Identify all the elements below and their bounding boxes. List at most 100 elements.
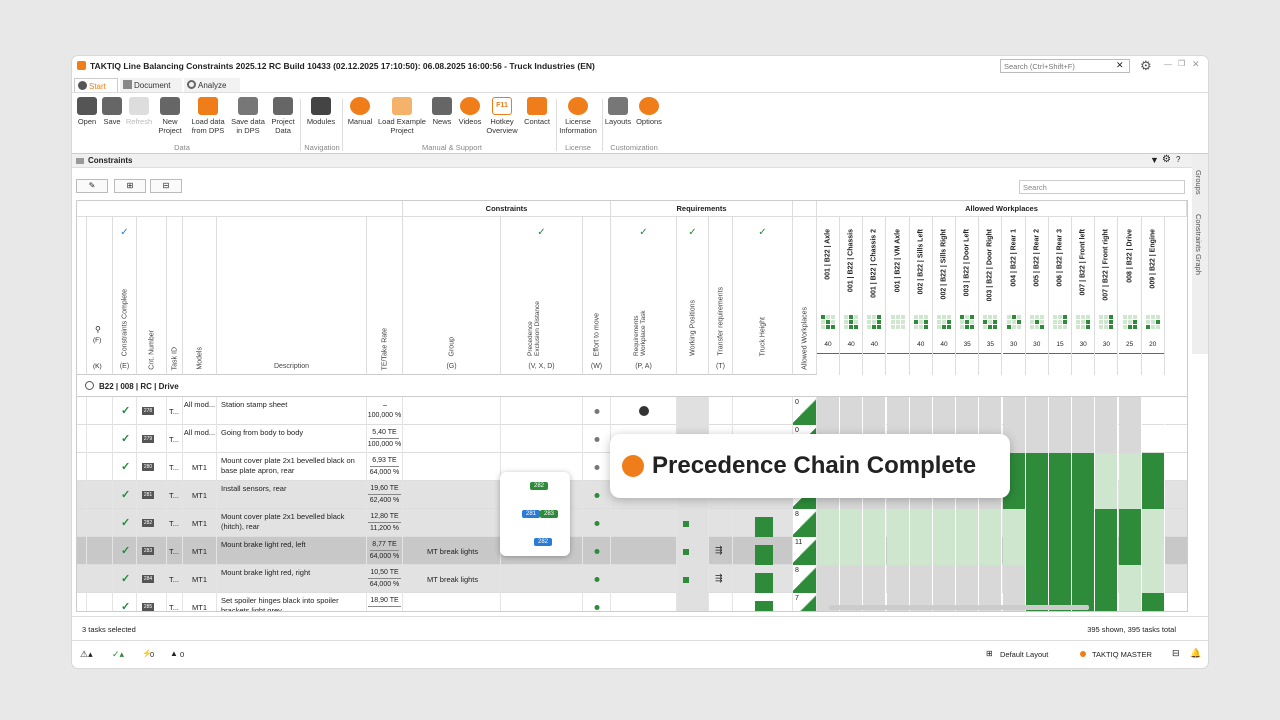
workplace-header[interactable]: 008 | B22 | Drive 25	[1118, 217, 1142, 375]
workplace-header[interactable]: 001 | B22 | Chassis 40	[840, 217, 864, 375]
workplace-cell[interactable]	[979, 509, 1003, 537]
workplace-cell[interactable]	[1141, 593, 1165, 611]
row-flags[interactable]	[87, 481, 113, 509]
table-row[interactable]: ✓ 283 T... MT1 Mount brake light red, left 8,…	[77, 537, 1187, 565]
col-f-k[interactable]: ⚲ (F) (K)	[87, 217, 113, 375]
row-indicator[interactable]	[77, 509, 87, 537]
workplace-header[interactable]: 007 | B22 | Front left 30	[1072, 217, 1096, 375]
tab-analyze[interactable]: Analyze	[184, 78, 240, 92]
description-cell[interactable]: Set spoiler hinges black into spoiler br…	[217, 593, 367, 611]
effort-cell[interactable]	[583, 481, 611, 509]
workplace-cell[interactable]	[909, 565, 933, 593]
constraints-complete-cell[interactable]: ✓	[113, 565, 137, 593]
workplace-cell[interactable]	[886, 537, 910, 565]
group-cell[interactable]	[403, 425, 501, 453]
effort-cell[interactable]	[583, 425, 611, 453]
truck-height-cell[interactable]	[733, 509, 793, 537]
te-rate-cell[interactable]: 5,40 TE 100,000 %	[367, 425, 403, 453]
workplace-cell[interactable]	[1118, 537, 1142, 565]
workplace-cell[interactable]	[933, 537, 956, 565]
workplace-cell[interactable]	[1025, 453, 1049, 481]
row-flags[interactable]	[87, 453, 113, 481]
description-cell[interactable]: Mount cover plate 2x1 bevelled black on …	[217, 453, 367, 481]
precedence-cell[interactable]	[501, 537, 583, 565]
workplace-cell[interactable]	[1049, 509, 1072, 537]
workplace-cell[interactable]	[1002, 537, 1026, 565]
hotkey-button[interactable]: F11 Hotkey Overview	[484, 97, 520, 135]
workplace-cell[interactable]	[817, 397, 840, 425]
description-cell[interactable]: Going from body to body	[217, 425, 367, 453]
workplace-cell[interactable]	[1049, 453, 1072, 481]
working-positions-cell[interactable]	[677, 593, 709, 611]
row-flags[interactable]	[87, 425, 113, 453]
workplace-cell[interactable]	[1118, 425, 1142, 453]
workplace-cell[interactable]	[817, 509, 840, 537]
tab-start[interactable]: Start	[74, 78, 118, 92]
transfer-cell[interactable]	[709, 509, 733, 537]
te-rate-cell[interactable]: 18,90 TE	[367, 593, 403, 611]
license-button[interactable]: License Information	[558, 97, 598, 135]
te-rate-cell[interactable]: 8,77 TE 64,000 %	[367, 537, 403, 565]
col-description[interactable]: Description	[217, 217, 367, 375]
col-precedence[interactable]: ✓ Precedence Exclusion Distance (V, X, D)	[501, 217, 583, 375]
workplace-header[interactable]: 003 | B22 | Door Left 35	[956, 217, 980, 375]
workplace-cell[interactable]	[1072, 397, 1096, 425]
group-cell[interactable]: MT break lights	[403, 565, 501, 593]
check-status-icon[interactable]: ✓▴	[112, 649, 125, 659]
workplace-cell[interactable]	[863, 509, 887, 537]
workplace-header[interactable]: 003 | B22 | Door Right 35	[979, 217, 1003, 375]
contact-button[interactable]: Contact	[522, 97, 552, 126]
workplace-cell[interactable]	[1095, 509, 1119, 537]
workplace-cell[interactable]	[1002, 509, 1026, 537]
workplace-cell[interactable]	[1118, 509, 1142, 537]
restore-icon[interactable]: ❐	[1178, 59, 1186, 68]
precedence-cell[interactable]	[501, 397, 583, 425]
allowed-wp-cell[interactable]: 0	[793, 397, 817, 425]
working-positions-cell[interactable]	[677, 537, 709, 565]
refresh-button[interactable]: Refresh	[125, 97, 153, 126]
complete-action-button[interactable]: ✎	[76, 179, 108, 193]
workplace-cell[interactable]	[1025, 425, 1049, 453]
group-cell[interactable]	[403, 453, 501, 481]
user-name[interactable]: TAKTIQ MASTER	[1092, 650, 1152, 659]
workplace-cell[interactable]	[840, 397, 864, 425]
truck-height-cell[interactable]	[733, 565, 793, 593]
workplace-header[interactable]: 001 | B22 | Chassis 2 40	[863, 217, 887, 375]
row-indicator[interactable]	[77, 537, 87, 565]
workplace-cell[interactable]	[1072, 565, 1096, 593]
workplace-cell[interactable]	[1095, 425, 1119, 453]
precedence-cell[interactable]	[501, 565, 583, 593]
col-req-wp-task[interactable]: ✓ Requirements Workplace Task (P, A)	[611, 217, 677, 375]
working-positions-cell[interactable]	[677, 509, 709, 537]
effort-cell[interactable]	[583, 397, 611, 425]
workplace-cell[interactable]	[909, 537, 933, 565]
workplace-cell[interactable]	[1141, 481, 1165, 509]
workplace-cell[interactable]	[956, 565, 980, 593]
manual-button[interactable]: Manual	[346, 97, 374, 126]
col-group[interactable]: Group (G)	[403, 217, 501, 375]
workplace-cell[interactable]	[1025, 537, 1049, 565]
workplace-cell[interactable]	[1118, 397, 1142, 425]
workplace-cell[interactable]	[1025, 509, 1049, 537]
req-wp-task-cell[interactable]	[611, 593, 677, 611]
truck-height-cell[interactable]	[733, 593, 793, 611]
global-search-input[interactable]: Search (Ctrl+Shift+F)	[1000, 59, 1130, 73]
allowed-wp-cell[interactable]: 8	[793, 509, 817, 537]
h-scrollbar[interactable]	[829, 605, 1089, 610]
row-flags[interactable]	[87, 565, 113, 593]
workplace-cell[interactable]	[933, 509, 956, 537]
close-icon[interactable]: ✕	[1192, 59, 1200, 69]
col-cnt-number[interactable]: Cnt. Number	[137, 217, 167, 375]
col-pin[interactable]	[77, 217, 87, 375]
effort-cell[interactable]	[583, 593, 611, 611]
news-button[interactable]: News	[430, 97, 454, 126]
table-row[interactable]: ✓ 282 T... MT1 Mount cover plate 2x1 bevelle…	[77, 509, 1187, 537]
row-indicator[interactable]	[77, 565, 87, 593]
col-transfer[interactable]: Transfer requirements (T)	[709, 217, 733, 375]
alert-icon[interactable]: ▲	[170, 649, 178, 658]
workplace-cell[interactable]	[1142, 425, 1165, 453]
group-cell[interactable]	[403, 481, 501, 509]
workplace-cell[interactable]	[1118, 593, 1142, 611]
workplace-cell[interactable]	[979, 537, 1003, 565]
constraints-complete-cell[interactable]: ✓	[113, 537, 137, 565]
